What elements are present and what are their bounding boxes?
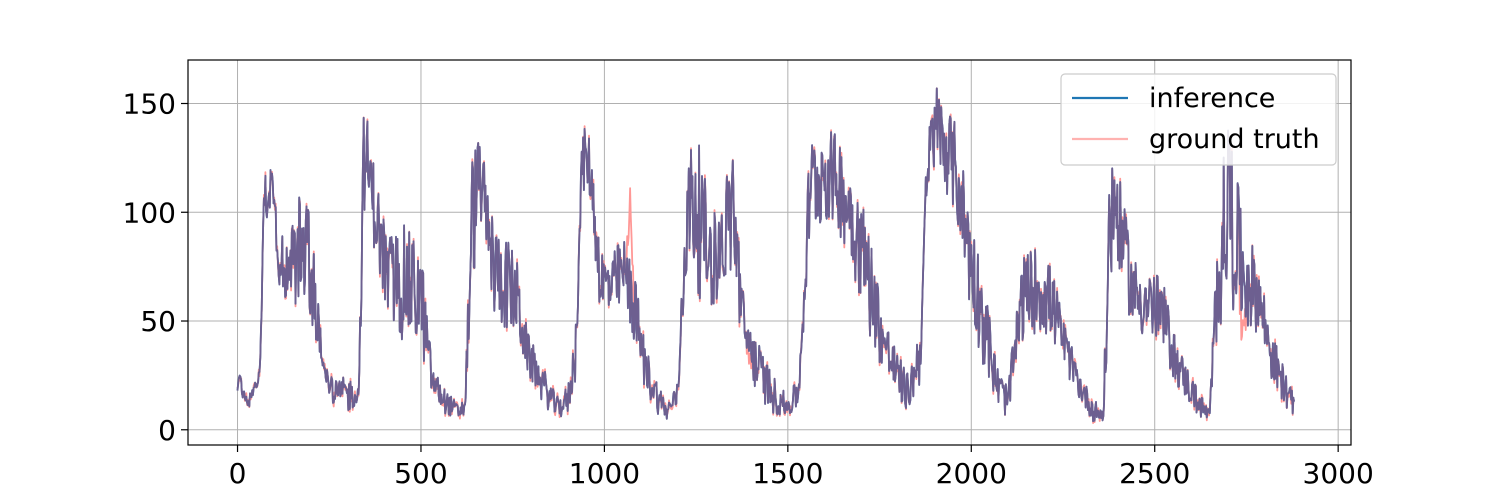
y-tick-label: 0 [158, 414, 176, 447]
x-tick-label: 3000 [1303, 457, 1374, 490]
y-tick-label: 100 [123, 196, 176, 229]
series-line-overlap [236, 87, 1295, 423]
series-layer [236, 87, 1295, 424]
x-tick-label: 1500 [752, 457, 823, 490]
x-tick-label: 2500 [1119, 457, 1190, 490]
x-tick-label: 0 [229, 457, 247, 490]
x-tick-label: 500 [394, 457, 447, 490]
legend-box [1060, 73, 1337, 166]
x-tick-label: 2000 [936, 457, 1007, 490]
y-tick-label: 50 [140, 305, 176, 338]
legend-label-ground-truth: ground truth [1149, 124, 1320, 155]
ticks: 0 500 1000 1500 2000 2500 3000 0 50 100 150 [123, 88, 1374, 490]
legend-label-inference: inference [1149, 83, 1275, 114]
y-tick-label: 150 [123, 88, 176, 121]
x-tick-label: 1000 [569, 457, 640, 490]
legend: inference ground truth [1060, 73, 1337, 166]
axes-frame [187, 59, 1352, 446]
